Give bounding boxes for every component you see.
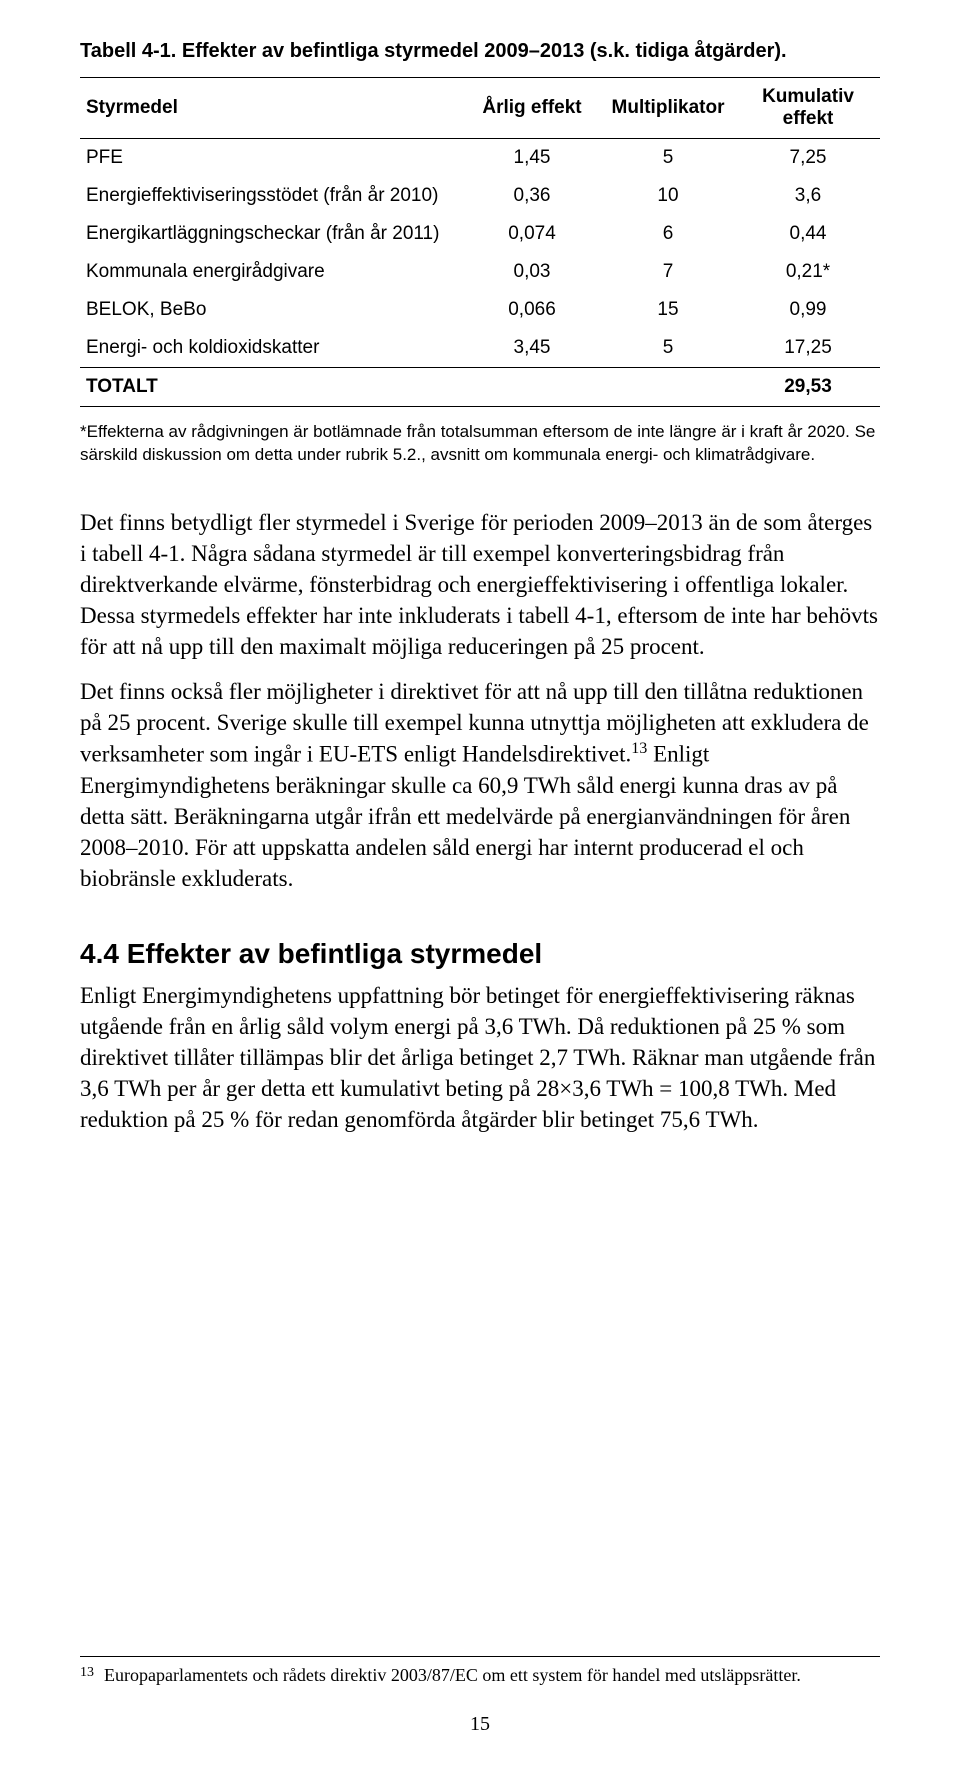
footnote-ref: 13	[631, 740, 647, 757]
cell-value: 1,45	[464, 139, 600, 178]
cell-value: 10	[600, 177, 736, 215]
table-row: Energikartläggningscheckar (från år 2011…	[80, 215, 880, 253]
total-label-text: TOTALT	[86, 376, 158, 397]
paragraph-part: Det finns också fler möjligheter i direk…	[80, 679, 869, 767]
section-heading: 4.4 Effekter av befintliga styrmedel	[80, 938, 880, 970]
cell-total-label: TOTALT	[80, 368, 464, 407]
cell-value: 0,44	[736, 215, 880, 253]
paragraph: Enligt Energimyndighetens uppfattning bö…	[80, 980, 880, 1135]
table-row: Energi- och koldioxidskatter 3,45 5 17,2…	[80, 329, 880, 368]
cell-value: 7	[600, 253, 736, 291]
table-row: Energieffektiviseringsstödet (från år 20…	[80, 177, 880, 215]
cell-value: 0,074	[464, 215, 600, 253]
cell-value: 3,6	[736, 177, 880, 215]
table-row: PFE 1,45 5 7,25	[80, 139, 880, 178]
paragraph: Det finns betydligt fler styrmedel i Sve…	[80, 507, 880, 662]
th-kumulativ-effekt: Kumulativ effekt	[736, 78, 880, 139]
th-styrmedel: Styrmedel	[80, 78, 464, 139]
paragraph: Det finns också fler möjligheter i direk…	[80, 676, 880, 894]
cell-label: PFE	[80, 139, 464, 178]
page-number: 15	[0, 1713, 960, 1736]
th-multiplikator: Multiplikator	[600, 78, 736, 139]
cell-value: 0,066	[464, 291, 600, 329]
table-footnote: *Effekterna av rådgivningen är botlämnad…	[80, 421, 880, 467]
cell-label: Energikartläggningscheckar (från år 2011…	[80, 215, 464, 253]
cell-value: 5	[600, 329, 736, 368]
total-value-text: 29,53	[784, 376, 832, 397]
cell-total-value: 29,53	[736, 368, 880, 407]
cell-value: 5	[600, 139, 736, 178]
footnote-text: Europaparlamentets och rådets direktiv 2…	[104, 1665, 801, 1686]
table-row: Kommunala energirådgivare 0,03 7 0,21*	[80, 253, 880, 291]
cell-value: 17,25	[736, 329, 880, 368]
cell-value: 0,36	[464, 177, 600, 215]
cell-empty	[464, 368, 600, 407]
footnotes: 13 Europaparlamentets och rådets direkti…	[80, 1656, 880, 1686]
cell-label: Energi- och koldioxidskatter	[80, 329, 464, 368]
footnote-item: 13 Europaparlamentets och rådets direkti…	[80, 1665, 880, 1686]
cell-empty	[600, 368, 736, 407]
cell-value: 0,99	[736, 291, 880, 329]
footnote-marker: 13	[80, 1665, 96, 1686]
cell-label: BELOK, BeBo	[80, 291, 464, 329]
cell-label: Kommunala energirådgivare	[80, 253, 464, 291]
cell-label: Energieffektiviseringsstödet (från år 20…	[80, 177, 464, 215]
cell-value: 0,03	[464, 253, 600, 291]
table-title: Tabell 4-1. Effekter av befintliga styrm…	[80, 40, 880, 63]
cell-value: 3,45	[464, 329, 600, 368]
cell-value: 7,25	[736, 139, 880, 178]
th-arlig-effekt: Årlig effekt	[464, 78, 600, 139]
cell-value: 15	[600, 291, 736, 329]
effects-table: Styrmedel Årlig effekt Multiplikator Kum…	[80, 77, 880, 407]
table-row: BELOK, BeBo 0,066 15 0,99	[80, 291, 880, 329]
table-header-row: Styrmedel Årlig effekt Multiplikator Kum…	[80, 78, 880, 139]
cell-value: 6	[600, 215, 736, 253]
cell-value: 0,21*	[736, 253, 880, 291]
table-row-total: TOTALT 29,53	[80, 368, 880, 407]
